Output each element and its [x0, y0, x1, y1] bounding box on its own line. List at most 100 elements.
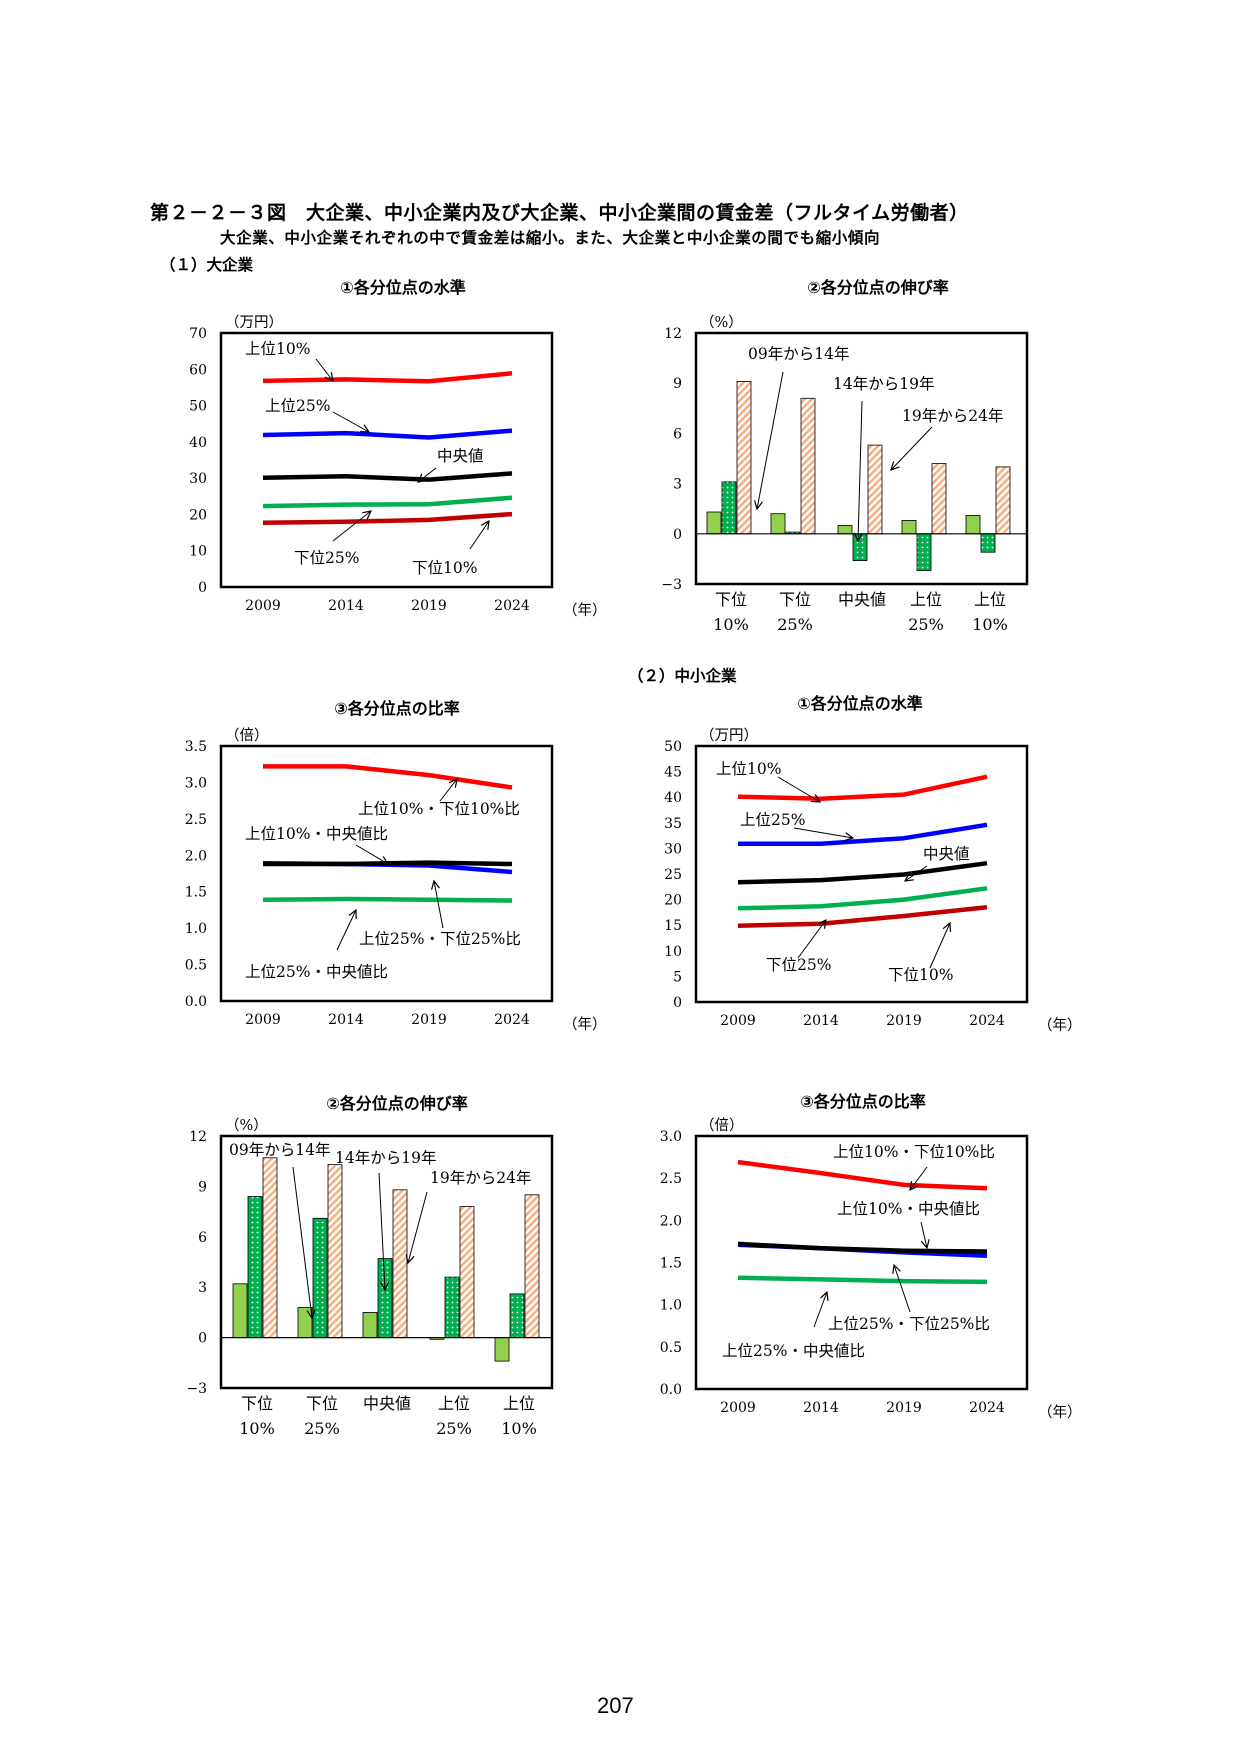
series-annotation: 上位10%・中央値比 — [245, 825, 388, 843]
bar-bar_0914 — [770, 513, 786, 535]
x-tick-label: 2009 — [720, 1013, 756, 1029]
x-category-label: 上位 — [503, 1394, 535, 1413]
bar-bar_1419 — [980, 533, 996, 553]
y-tick-label: 2.0 — [185, 848, 207, 864]
x-tick-label: 2024 — [494, 598, 530, 614]
series-line-bottom25 — [737, 1275, 988, 1285]
x-category-label: 下位 — [241, 1394, 273, 1413]
x-tick-label: 2014 — [328, 1012, 364, 1028]
series-line-top25 — [738, 822, 988, 847]
series-line-bottom10 — [262, 511, 513, 526]
axis-unit-label: （万円） — [225, 314, 283, 331]
y-tick-label: 40 — [664, 790, 682, 806]
annotation-arrow — [929, 923, 950, 969]
y-tick-label: 0.0 — [185, 994, 207, 1010]
x-axis-label: （年） — [1038, 1017, 1082, 1034]
bar-bar_1419 — [312, 1217, 328, 1339]
annotation-arrow — [891, 426, 933, 470]
y-tick-label: 30 — [664, 841, 682, 857]
section-heading-small: （２）中小企業 — [628, 667, 737, 685]
x-tick-label: 2009 — [245, 598, 281, 614]
x-tick-label: 2019 — [411, 598, 447, 614]
x-tick-label: 2009 — [720, 1400, 756, 1416]
plot-frame — [219, 744, 554, 1003]
x-tick-label: 2009 — [245, 1012, 281, 1028]
chart-title: ①各分位点の水準 — [340, 278, 466, 297]
figure-subtitle: 大企業、中小企業それぞれの中で賃金差は縮小。また、大企業と中小企業の間でも縮小傾… — [220, 229, 881, 247]
y-tick-label: 9 — [198, 1179, 207, 1195]
y-tick-label: 3.0 — [660, 1129, 682, 1145]
axis-unit-label: （倍） — [700, 1117, 744, 1134]
y-tick-label: 0 — [673, 995, 682, 1011]
y-tick-label: 1.5 — [185, 885, 207, 901]
y-tick-label: 20 — [664, 893, 682, 909]
plot-frame — [694, 1134, 1029, 1391]
y-tick-label: 5 — [673, 969, 682, 985]
annotation-arrow — [920, 1221, 927, 1248]
y-tick-label: 0 — [198, 1331, 207, 1347]
x-category-label: 10% — [972, 615, 1008, 634]
annotation-arrow — [797, 920, 826, 959]
series-annotation: 中央値 — [923, 845, 970, 863]
x-tick-label: 2024 — [494, 1012, 530, 1028]
page-number: 207 — [597, 1693, 634, 1718]
y-tick-label: 2.5 — [660, 1171, 682, 1187]
x-category-label: 上位 — [910, 590, 942, 609]
series-annotation: 上位25% — [740, 811, 805, 829]
bar-bar_1924 — [392, 1189, 408, 1339]
plot-frame — [694, 331, 1029, 586]
annotation-arrow — [408, 1191, 428, 1263]
y-tick-label: 6 — [673, 426, 682, 442]
bar-bar_1924 — [524, 1194, 540, 1339]
bar-bar_0914 — [837, 525, 853, 535]
series-line-bottom25 — [262, 896, 513, 903]
x-tick-label: 2019 — [886, 1400, 922, 1416]
series-annotation: 上位10%・中央値比 — [837, 1200, 980, 1218]
annotation-arrow — [292, 1166, 312, 1318]
series-line-bottom25 — [737, 886, 988, 911]
series-annotation: 09年から14年 — [748, 345, 849, 363]
series-line-top10 — [262, 371, 513, 384]
series-annotation: 上位10%・下位10%比 — [833, 1143, 995, 1161]
series-annotation: 14年から19年 — [833, 375, 934, 393]
y-tick-label: 9 — [673, 376, 682, 392]
bar-bar_1419 — [377, 1258, 393, 1338]
x-category-label: 下位 — [715, 590, 747, 609]
y-tick-label: 0 — [673, 527, 682, 543]
annotation-arrow — [315, 358, 333, 381]
series-line-top25 — [262, 428, 513, 440]
axis-unit-label: （%） — [225, 1117, 268, 1134]
annotation-arrow — [378, 1172, 385, 1290]
chart-large-ratios: ③各分位点の比率 （倍） 0.0 0.5 1.0 1.5 2.0 2.5 3.0 3.5 2009 2… — [185, 699, 607, 1033]
y-tick-label: 0.5 — [185, 958, 207, 974]
series-annotation: 上位25% — [265, 397, 330, 415]
annotation-arrow — [332, 511, 371, 542]
annotation-arrow — [793, 827, 853, 838]
x-category-label: 中央値 — [363, 1394, 411, 1413]
bar-bar_1419 — [721, 481, 737, 535]
x-tick-label: 2024 — [969, 1400, 1005, 1416]
annotation-arrow — [910, 1166, 928, 1190]
annotation-arrow — [336, 910, 356, 951]
bar-bar_0914 — [232, 1283, 248, 1339]
plot-frame — [219, 331, 554, 589]
series-annotation: 19年から24年 — [430, 1169, 531, 1187]
chart-title: ②各分位点の伸び率 — [326, 1094, 468, 1113]
y-tick-label: 3 — [673, 477, 682, 493]
y-tick-label: 12 — [664, 326, 682, 342]
x-axis-label: （年） — [563, 602, 607, 619]
series-annotation: 上位25%・中央値比 — [245, 963, 388, 981]
chart-small-levels: ①各分位点の水準 （万円） 0 5 10 15 20 25 30 35 40 45 50 2009 2014… — [664, 694, 1081, 1034]
x-tick-label: 2019 — [411, 1012, 447, 1028]
annotation-arrow — [469, 521, 489, 550]
x-category-label: 中央値 — [838, 590, 886, 609]
axis-unit-label: （%） — [700, 314, 743, 331]
series-line-top10 — [737, 1159, 988, 1191]
chart-title: ①各分位点の水準 — [797, 694, 923, 713]
annotation-arrow — [905, 865, 928, 881]
section-heading-large: （１）大企業 — [160, 256, 254, 274]
series-annotation: 上位10%・下位10%比 — [358, 800, 520, 818]
y-tick-label: 45 — [664, 765, 682, 781]
annotation-arrow — [894, 1265, 911, 1313]
